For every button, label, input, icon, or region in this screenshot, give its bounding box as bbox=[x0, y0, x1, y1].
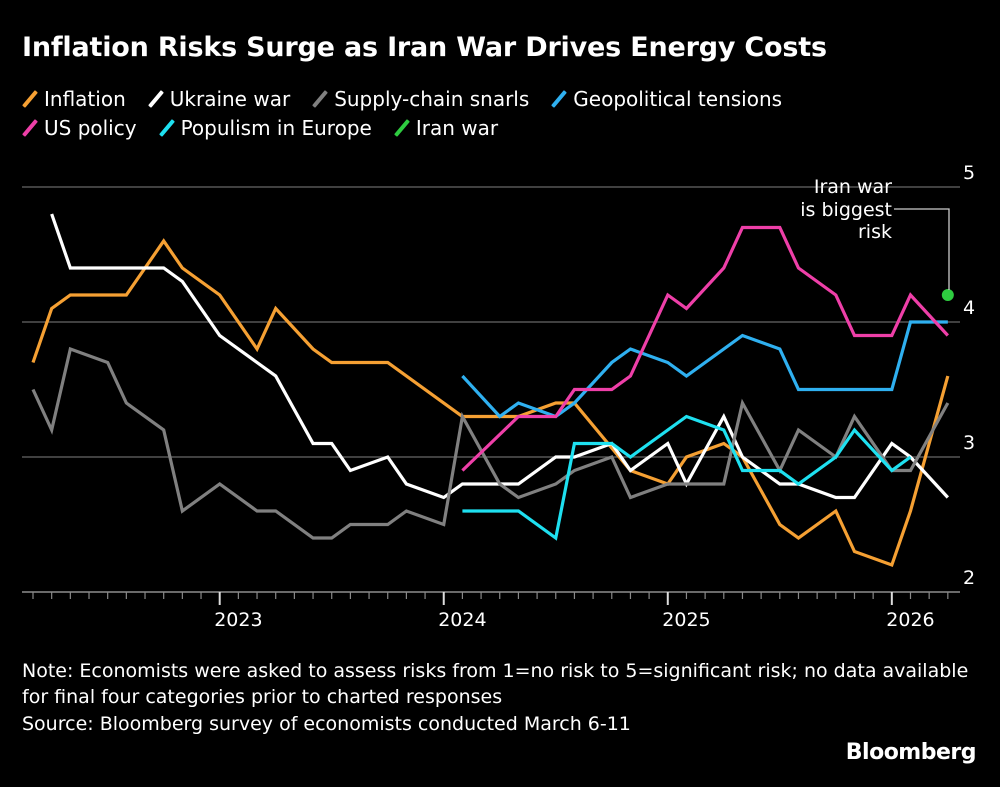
legend-swatch bbox=[393, 119, 410, 137]
x-tick-label: 2023 bbox=[214, 609, 262, 631]
legend-item-inflation: Inflation bbox=[22, 87, 126, 111]
x-tick-label: 2026 bbox=[886, 609, 934, 631]
legend-label: Supply-chain snarls bbox=[334, 87, 530, 111]
legend-swatch bbox=[22, 119, 38, 137]
legend-item-iran-war: Iran war bbox=[393, 116, 499, 140]
annotation-leader bbox=[894, 208, 950, 290]
annotation-line-3: risk bbox=[858, 221, 892, 243]
series-line-us-policy bbox=[461, 225, 950, 472]
y-tick-label: 4 bbox=[963, 297, 975, 319]
legend-label: Inflation bbox=[44, 87, 126, 111]
y-tick-label: 3 bbox=[963, 432, 975, 454]
bloomberg-logo: Bloomberg bbox=[845, 740, 977, 765]
note-text: Note: Economists were asked to assess ri… bbox=[22, 660, 969, 708]
legend-swatch bbox=[22, 90, 38, 108]
legend-label: Populism in Europe bbox=[180, 116, 372, 140]
legend-item-supply-chain: Supply-chain snarls bbox=[312, 87, 529, 111]
legend-label: Ukraine war bbox=[169, 87, 291, 111]
legend-item-populism: Populism in Europe bbox=[158, 116, 372, 140]
legend-item-geopolitical: Geopolitical tensions bbox=[551, 87, 782, 111]
series-line-supply-chain-snarls bbox=[31, 346, 950, 540]
legend-swatch bbox=[551, 90, 568, 108]
x-tick-label: 2024 bbox=[438, 609, 486, 631]
series-line-geopolitical-tensions bbox=[461, 320, 948, 419]
y-tick-label: 5 bbox=[963, 162, 975, 184]
chart-title: Inflation Risks Surge as Iran War Drives… bbox=[22, 32, 827, 63]
legend-label: Geopolitical tensions bbox=[573, 87, 783, 111]
y-tick-label: 2 bbox=[963, 567, 975, 589]
legend-label: US policy bbox=[44, 116, 137, 140]
legend-item-ukraine-war: Ukraine war bbox=[147, 87, 291, 111]
x-tick-label: 2025 bbox=[662, 609, 710, 631]
series-line-inflation bbox=[31, 238, 950, 568]
line-chart: 2 3 4 5 2023 2024 2025 2026 Iran war is biggest… bbox=[22, 162, 975, 631]
annotation-line-1: Iran war bbox=[814, 176, 892, 198]
annotation-line-2: is biggest bbox=[800, 199, 892, 221]
legend-swatch bbox=[147, 90, 164, 108]
source-text: Source: Bloomberg survey of economists c… bbox=[22, 713, 631, 735]
legend-row-2: US policy Populism in Europe Iran war bbox=[22, 116, 520, 140]
legend-swatch bbox=[312, 90, 329, 108]
series-line-ukraine-war bbox=[50, 213, 950, 500]
legend-row-1: Inflation Ukraine war Supply-chain snarl… bbox=[22, 87, 804, 111]
series-point-iran-war bbox=[941, 289, 954, 301]
series-line-populism-in-europe bbox=[462, 414, 912, 541]
legend-item-us-policy: US policy bbox=[22, 116, 137, 140]
legend-swatch bbox=[158, 119, 175, 137]
legend-label: Iran war bbox=[415, 116, 499, 140]
